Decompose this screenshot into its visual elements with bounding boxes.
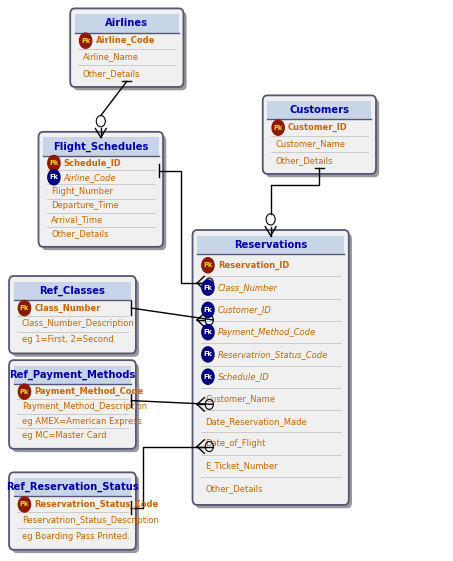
Text: Pk: Pk [203, 263, 212, 268]
Text: Fk: Fk [203, 351, 212, 357]
FancyBboxPatch shape [193, 230, 349, 505]
FancyBboxPatch shape [12, 364, 139, 452]
Text: Departure_Time: Departure_Time [51, 201, 119, 210]
Bar [14, 282, 131, 300]
Circle shape [18, 384, 31, 399]
Bar [75, 14, 179, 33]
Text: Customer_ID: Customer_ID [218, 305, 272, 314]
Text: Date_Reservation_Made: Date_Reservation_Made [205, 417, 307, 426]
Text: Pk: Pk [49, 160, 58, 166]
Text: E_Ticket_Number: E_Ticket_Number [205, 461, 278, 470]
Text: Ref_Payment_Methods: Ref_Payment_Methods [10, 370, 135, 380]
FancyBboxPatch shape [73, 12, 187, 90]
Text: Pk: Pk [20, 305, 29, 311]
Text: eg Boarding Pass Printed.: eg Boarding Pass Printed. [22, 532, 130, 541]
Text: Ref_Classes: Ref_Classes [39, 286, 106, 296]
FancyBboxPatch shape [70, 8, 183, 87]
FancyBboxPatch shape [42, 135, 166, 250]
Circle shape [18, 497, 31, 512]
FancyBboxPatch shape [196, 233, 352, 508]
Text: eg AMEX=American Express: eg AMEX=American Express [22, 417, 142, 426]
Text: Fk: Fk [203, 284, 212, 291]
Text: Pk: Pk [274, 125, 283, 131]
Text: Fk: Fk [203, 329, 212, 335]
Bar [267, 101, 371, 119]
Circle shape [202, 325, 214, 340]
Text: Schedule_ID: Schedule_ID [218, 372, 270, 381]
Text: Reservatrion_Status_Description: Reservatrion_Status_Description [22, 516, 159, 525]
Text: Airlines: Airlines [106, 19, 148, 28]
Text: Class_Number: Class_Number [34, 304, 101, 312]
Text: Reservation_ID: Reservation_ID [218, 261, 289, 270]
FancyBboxPatch shape [9, 360, 136, 449]
Bar [14, 366, 131, 384]
Text: Schedule_ID: Schedule_ID [64, 159, 121, 168]
Text: Pk: Pk [20, 502, 29, 508]
Text: Fk: Fk [203, 374, 212, 380]
Circle shape [202, 280, 214, 295]
Text: Date_of_Flight: Date_of_Flight [205, 439, 265, 448]
Text: Arrival_Time: Arrival_Time [51, 215, 103, 224]
Text: Airline_Code: Airline_Code [64, 173, 116, 182]
Text: Customer_ID: Customer_ID [288, 123, 348, 132]
Text: eg MC=Master Card: eg MC=Master Card [22, 431, 106, 440]
FancyBboxPatch shape [263, 95, 376, 174]
Circle shape [202, 369, 214, 384]
Circle shape [80, 33, 92, 48]
Text: Reservations: Reservations [234, 240, 307, 250]
Text: Flight_Number: Flight_Number [51, 187, 113, 196]
Text: Customer_Name: Customer_Name [275, 139, 346, 149]
Text: Class_Number_Description: Class_Number_Description [22, 319, 135, 329]
Bar [197, 236, 344, 254]
Text: Fk: Fk [203, 307, 212, 313]
Text: Fk: Fk [49, 174, 58, 180]
FancyBboxPatch shape [266, 99, 379, 177]
Text: Flight_Schedules: Flight_Schedules [53, 141, 149, 152]
Text: Payment_Method_Code: Payment_Method_Code [34, 387, 144, 396]
Circle shape [48, 155, 60, 171]
Circle shape [18, 301, 31, 316]
FancyBboxPatch shape [12, 279, 139, 357]
Circle shape [48, 170, 60, 185]
Bar [43, 137, 159, 156]
FancyBboxPatch shape [9, 472, 136, 550]
Text: Pk: Pk [20, 389, 29, 394]
Text: Reservatrion_Status_Code: Reservatrion_Status_Code [218, 350, 328, 359]
Circle shape [202, 302, 214, 318]
FancyBboxPatch shape [9, 276, 136, 353]
Text: Other_Details: Other_Details [83, 68, 140, 78]
Text: Ref_Reservation_Status: Ref_Reservation_Status [6, 482, 139, 493]
Text: Reservatrion_Status_Code: Reservatrion_Status_Code [34, 500, 159, 509]
Text: eg 1=First, 2=Second: eg 1=First, 2=Second [22, 335, 114, 344]
Text: Customers: Customers [289, 105, 349, 115]
Text: Payment_Method_Code: Payment_Method_Code [218, 328, 316, 337]
Text: Other_Details: Other_Details [205, 484, 263, 493]
Circle shape [202, 347, 214, 362]
Circle shape [272, 120, 284, 135]
Text: Class_Number: Class_Number [218, 283, 278, 292]
FancyBboxPatch shape [12, 476, 139, 553]
Text: Customer_Name: Customer_Name [205, 394, 275, 403]
Text: Pk: Pk [81, 38, 90, 44]
Bar [14, 478, 131, 496]
Text: Airline_Name: Airline_Name [83, 52, 139, 62]
Text: Airline_Code: Airline_Code [96, 36, 155, 45]
Text: Payment_Method_Description: Payment_Method_Description [22, 402, 147, 411]
FancyBboxPatch shape [39, 132, 163, 247]
Circle shape [202, 257, 214, 273]
Text: Other_Details: Other_Details [275, 155, 333, 165]
Text: Other_Details: Other_Details [51, 229, 109, 238]
